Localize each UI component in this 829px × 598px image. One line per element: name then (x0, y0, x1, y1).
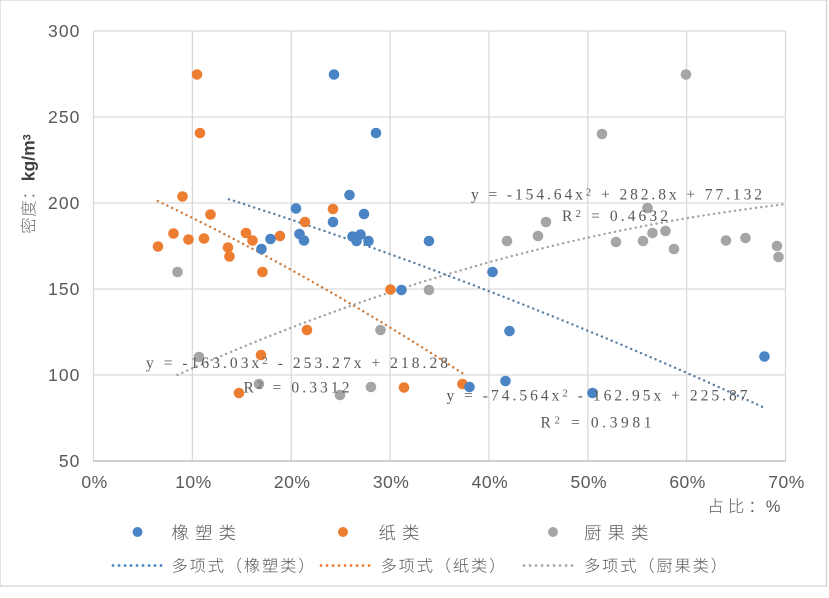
svg-text:30%: 30% (373, 472, 410, 492)
svg-text:%: % (766, 498, 781, 516)
svg-text:0%: 0% (81, 472, 107, 492)
svg-text:20%: 20% (274, 472, 311, 492)
svg-text:10%: 10% (175, 472, 212, 492)
svg-text:kg/m3: kg/m3 (19, 134, 39, 181)
svg-text:300: 300 (48, 21, 81, 41)
svg-text:40%: 40% (472, 472, 509, 492)
svg-text:200: 200 (48, 193, 81, 213)
svg-text:70%: 70% (768, 472, 805, 492)
svg-text:100: 100 (48, 365, 81, 385)
svg-text:50%: 50% (571, 472, 608, 492)
svg-text:60%: 60% (669, 472, 706, 492)
svg-text:50: 50 (59, 451, 81, 471)
svg-text:150: 150 (48, 279, 81, 299)
svg-text:250: 250 (48, 107, 81, 127)
